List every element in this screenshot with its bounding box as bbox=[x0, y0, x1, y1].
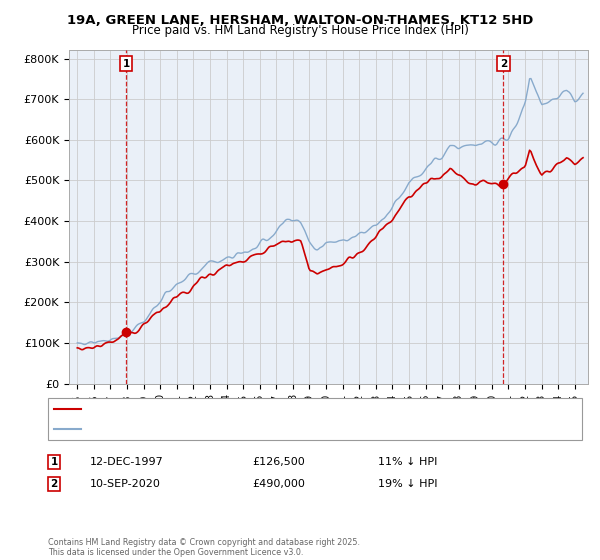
Text: £126,500: £126,500 bbox=[252, 457, 305, 467]
Text: Contains HM Land Registry data © Crown copyright and database right 2025.
This d: Contains HM Land Registry data © Crown c… bbox=[48, 538, 360, 557]
Text: 2: 2 bbox=[50, 479, 58, 489]
Text: 1: 1 bbox=[50, 457, 58, 467]
Text: 2: 2 bbox=[500, 59, 507, 68]
Text: 19A, GREEN LANE, HERSHAM, WALTON-ON-THAMES, KT12 5HD (semi-detached house): 19A, GREEN LANE, HERSHAM, WALTON-ON-THAM… bbox=[84, 404, 507, 414]
Text: 1: 1 bbox=[122, 59, 130, 68]
Text: £490,000: £490,000 bbox=[252, 479, 305, 489]
Text: 19% ↓ HPI: 19% ↓ HPI bbox=[378, 479, 437, 489]
Text: Price paid vs. HM Land Registry's House Price Index (HPI): Price paid vs. HM Land Registry's House … bbox=[131, 24, 469, 37]
Text: 10-SEP-2020: 10-SEP-2020 bbox=[90, 479, 161, 489]
Text: 11% ↓ HPI: 11% ↓ HPI bbox=[378, 457, 437, 467]
Text: HPI: Average price, semi-detached house, Elmbridge: HPI: Average price, semi-detached house,… bbox=[84, 424, 341, 434]
Text: 19A, GREEN LANE, HERSHAM, WALTON-ON-THAMES, KT12 5HD: 19A, GREEN LANE, HERSHAM, WALTON-ON-THAM… bbox=[67, 14, 533, 27]
Text: 12-DEC-1997: 12-DEC-1997 bbox=[90, 457, 164, 467]
